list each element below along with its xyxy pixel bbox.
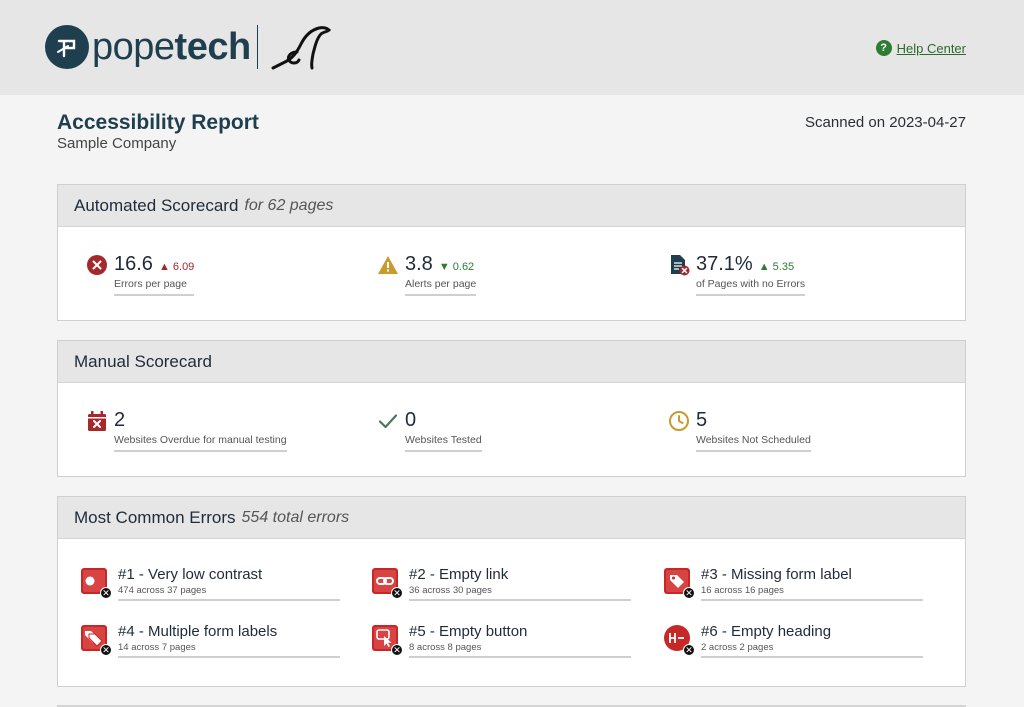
multiple-labels-icon: ✕ xyxy=(80,624,112,656)
error-badge-icon: ✕ xyxy=(683,587,695,599)
error-item-title: #2 - Empty link xyxy=(409,566,509,583)
logo-wordmark-tech: tech xyxy=(174,26,252,68)
error-item-detail: 474 across 37 pages xyxy=(118,585,207,596)
missing-label-icon: ✕ xyxy=(663,567,695,599)
help-center-link[interactable]: ? Help Center xyxy=(875,40,966,56)
manual-scorecard-title: Manual Scorecard xyxy=(74,351,212,371)
empty-heading-icon: ✕ xyxy=(663,624,695,656)
websites-not-scheduled-value: 5 xyxy=(696,409,708,431)
error-badge-icon: ✕ xyxy=(100,587,112,599)
error-item-empty-button[interactable]: ✕ #5 - Empty button 8 across 8 pages xyxy=(371,623,631,658)
error-item-title: #3 - Missing form label xyxy=(701,566,852,583)
websites-overdue-label: Websites Overdue for manual testing xyxy=(114,434,287,452)
errors-per-page-delta: ▲ 6.09 xyxy=(158,261,195,273)
websites-tested-stat[interactable]: 0 Websites Tested xyxy=(377,409,482,452)
alert-triangle-icon xyxy=(378,256,398,274)
error-item-title: #1 - Very low contrast xyxy=(118,566,263,583)
next-card-edge xyxy=(57,705,966,707)
calendar-x-icon xyxy=(88,411,106,431)
popetech-logo[interactable]: popetech xyxy=(45,24,333,70)
popetech-logo-mark-icon xyxy=(45,25,89,69)
help-center-label[interactable]: Help Center xyxy=(896,40,966,56)
error-item-detail: 2 across 2 pages xyxy=(701,642,774,653)
checkmark-icon xyxy=(378,414,398,429)
dinosaur-logo-icon xyxy=(271,26,332,70)
error-item-multiple-form-labels[interactable]: ✕ #4 - Multiple form labels 14 across 7 … xyxy=(80,623,340,658)
error-item-empty-heading[interactable]: ✕ #6 - Empty heading 2 across 2 pages xyxy=(663,623,923,658)
automated-scorecard-subtitle: for 62 pages xyxy=(244,196,334,214)
document-error-icon xyxy=(671,255,690,276)
most-common-errors-title: Most Common Errors xyxy=(74,507,236,527)
error-item-detail: 8 across 8 pages xyxy=(409,642,482,653)
error-item-title: #4 - Multiple form labels xyxy=(118,623,278,640)
most-common-errors-card: Most Common Errors 554 total errors ✕ #1… xyxy=(57,496,966,687)
alerts-per-page-delta-value: 0.62 xyxy=(452,261,475,273)
error-item-detail: 16 across 16 pages xyxy=(701,585,784,596)
errors-per-page-label: Errors per page xyxy=(114,278,195,296)
error-badge-icon: ✕ xyxy=(391,644,403,656)
errors-per-page-value: 16.6 xyxy=(114,253,153,275)
websites-not-scheduled-stat[interactable]: 5 Websites Not Scheduled xyxy=(668,409,811,452)
logo-wordmark-pope: pope xyxy=(92,26,175,68)
empty-button-icon: ✕ xyxy=(371,624,403,656)
help-question-icon: ? xyxy=(875,40,892,56)
automated-scorecard-header: Automated Scorecard for 62 pages xyxy=(58,185,965,227)
error-item-empty-link[interactable]: ✕ #2 - Empty link 36 across 30 pages xyxy=(371,566,631,601)
error-item-missing-form-label[interactable]: ✕ #3 - Missing form label 16 across 16 p… xyxy=(663,566,923,601)
most-common-errors-subtitle: 554 total errors xyxy=(241,508,350,526)
low-contrast-icon: ✕ xyxy=(80,567,112,599)
logo-wordmark: popetech xyxy=(92,24,251,70)
websites-tested-value: 0 xyxy=(405,409,417,431)
manual-scorecard-header: Manual Scorecard xyxy=(58,341,965,383)
most-common-errors-header: Most Common Errors 554 total errors xyxy=(58,497,965,539)
alerts-per-page-label: Alerts per page xyxy=(405,278,477,296)
error-item-detail: 36 across 30 pages xyxy=(409,585,492,596)
manual-scorecard-card: Manual Scorecard 2 Websites Overdue for … xyxy=(57,340,966,477)
top-bar: popetech ? Help Center xyxy=(0,0,1024,95)
websites-not-scheduled-label: Websites Not Scheduled xyxy=(696,434,811,452)
websites-overdue-stat[interactable]: 2 Websites Overdue for manual testing xyxy=(86,409,287,452)
error-item-low-contrast[interactable]: ✕ #1 - Very low contrast 474 across 37 p… xyxy=(80,566,340,601)
errors-per-page-stat[interactable]: 16.6 ▲ 6.09 Errors per page xyxy=(86,253,195,296)
error-badge-icon: ✕ xyxy=(100,644,112,656)
pages-no-errors-delta-value: 5.35 xyxy=(772,261,795,273)
error-item-title: #6 - Empty heading xyxy=(701,623,832,640)
alerts-per-page-value: 3.8 xyxy=(405,253,433,275)
clock-icon xyxy=(669,411,689,431)
error-badge-icon: ✕ xyxy=(683,644,695,656)
error-item-detail: 14 across 7 pages xyxy=(118,642,196,653)
websites-overdue-value: 2 xyxy=(114,409,126,431)
error-circle-icon xyxy=(87,255,107,275)
automated-scorecard-title: Automated Scorecard xyxy=(74,195,239,215)
pages-no-errors-stat[interactable]: 37.1% ▲ 5.35 of Pages with no Errors xyxy=(668,253,806,296)
errors-per-page-delta-value: 6.09 xyxy=(172,261,195,273)
report-title: Accessibility Report xyxy=(57,111,259,134)
empty-link-icon: ✕ xyxy=(371,567,403,599)
automated-scorecard-card: Automated Scorecard for 62 pages 16.6 ▲ … xyxy=(57,184,966,321)
scanned-date: Scanned on 2023-04-27 xyxy=(805,114,966,131)
alerts-per-page-delta: ▼ 0.62 xyxy=(438,261,475,273)
pages-no-errors-value: 37.1% xyxy=(696,253,753,275)
logo-divider xyxy=(256,25,259,69)
pages-no-errors-label: of Pages with no Errors xyxy=(696,278,806,296)
error-item-title: #5 - Empty button xyxy=(409,623,528,640)
websites-tested-label: Websites Tested xyxy=(405,434,482,452)
alerts-per-page-stat[interactable]: 3.8 ▼ 0.62 Alerts per page xyxy=(377,253,477,296)
error-badge-icon: ✕ xyxy=(391,587,403,599)
company-name: Sample Company xyxy=(57,135,177,152)
pages-no-errors-delta: ▲ 5.35 xyxy=(758,261,795,273)
